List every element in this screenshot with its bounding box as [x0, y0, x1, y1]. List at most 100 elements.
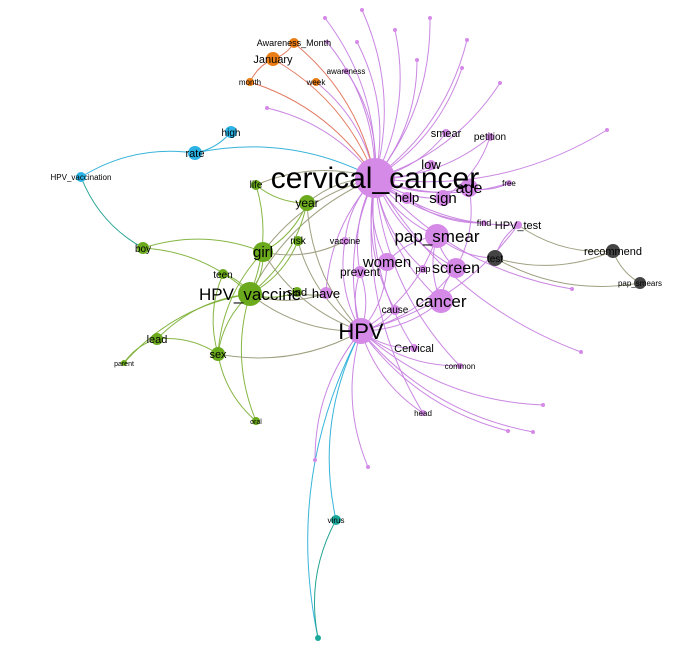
- node-label-pap: pap: [415, 264, 430, 274]
- node-t2[interactable]: [360, 8, 364, 12]
- node-find[interactable]: [481, 220, 487, 226]
- edge-HPV_vaccine-life: [249, 184, 264, 295]
- node-t11[interactable]: [265, 106, 269, 110]
- node-t1[interactable]: [323, 16, 327, 20]
- node-parent[interactable]: [121, 360, 127, 366]
- node-lead[interactable]: [151, 333, 163, 345]
- node-t16[interactable]: [506, 429, 510, 433]
- node-t7[interactable]: [498, 81, 502, 85]
- node-screen[interactable]: [446, 258, 466, 278]
- node-have[interactable]: [320, 287, 332, 299]
- node-label-vaccine: vaccine: [330, 236, 361, 246]
- edge-girl-sex: [217, 251, 264, 355]
- node-t3[interactable]: [393, 28, 397, 32]
- node-head[interactable]: [420, 410, 426, 416]
- node-cancer[interactable]: [429, 289, 453, 313]
- node-life[interactable]: [251, 180, 261, 190]
- node-smear[interactable]: [442, 129, 450, 137]
- edge-girl-HPV: [262, 251, 362, 332]
- node-teen[interactable]: [218, 269, 228, 279]
- node-label-boy: boy: [135, 244, 151, 255]
- edge-cervical_cancer-HPV_vaccine: [249, 177, 376, 295]
- node-boy[interactable]: [137, 242, 149, 254]
- node-test[interactable]: [487, 250, 503, 266]
- node-t15[interactable]: [541, 403, 545, 407]
- node-t6[interactable]: [460, 66, 464, 70]
- node-January[interactable]: [266, 52, 280, 66]
- edge-cervical_cancer-t13: [374, 177, 582, 353]
- node-t10[interactable]: [415, 58, 419, 62]
- node-t19[interactable]: [531, 430, 535, 434]
- edge-cervical_cancer-t12: [374, 129, 608, 183]
- node-prevent[interactable]: [354, 266, 366, 278]
- edge-HPV_vaccine-boy: [142, 247, 251, 295]
- node-HPV_vaccination[interactable]: [76, 172, 86, 182]
- node-pap_smear[interactable]: [425, 224, 449, 248]
- node-t4[interactable]: [428, 16, 432, 20]
- node-t20[interactable]: [315, 635, 321, 641]
- node-help[interactable]: [401, 192, 413, 204]
- edge-HPV_vaccine-oral: [240, 293, 257, 422]
- node-label-HPV: HPV: [338, 319, 384, 344]
- edge-cervical_cancer-head: [370, 177, 424, 414]
- edge-virus-t20: [314, 519, 337, 639]
- node-pap[interactable]: [419, 265, 427, 273]
- node-high[interactable]: [225, 126, 237, 138]
- node-label-age: age: [456, 180, 483, 197]
- node-oral[interactable]: [252, 417, 260, 425]
- node-layer: [76, 8, 646, 641]
- node-year[interactable]: [299, 195, 315, 211]
- node-sign[interactable]: [435, 190, 451, 206]
- node-HPV_test[interactable]: [514, 221, 522, 229]
- node-petition[interactable]: [486, 133, 494, 141]
- node-cause[interactable]: [390, 305, 400, 315]
- node-label-find: find: [477, 218, 492, 228]
- node-sind[interactable]: [292, 287, 302, 297]
- edge-rate-HPV_vaccination: [80, 150, 196, 178]
- node-t8[interactable]: [325, 40, 329, 44]
- node-risk[interactable]: [293, 236, 303, 246]
- node-label-week: week: [306, 78, 327, 87]
- node-label-HPV_vaccination: HPV_vaccination: [51, 173, 112, 182]
- node-HPV_vaccine[interactable]: [238, 282, 262, 306]
- node-t5[interactable]: [465, 38, 469, 42]
- node-common[interactable]: [457, 363, 463, 369]
- node-t17[interactable]: [313, 458, 317, 462]
- node-label-lead: lead: [147, 334, 168, 346]
- edge-HPV-t15: [360, 330, 544, 406]
- node-t9[interactable]: [355, 40, 359, 44]
- node-rate[interactable]: [188, 146, 202, 160]
- node-awareness[interactable]: [343, 68, 349, 74]
- edge-sex-HPV: [217, 330, 362, 359]
- node-month[interactable]: [246, 78, 254, 86]
- node-label-HPV_test: HPV_test: [495, 220, 541, 232]
- node-free[interactable]: [506, 180, 512, 186]
- node-pap_smears[interactable]: [634, 277, 646, 289]
- node-HPV[interactable]: [348, 318, 374, 344]
- node-label-screen: screen: [432, 260, 480, 277]
- node-t18[interactable]: [366, 465, 370, 469]
- node-t13[interactable]: [579, 350, 583, 354]
- node-cervical_cancer[interactable]: [355, 158, 395, 198]
- node-label-have: have: [312, 286, 340, 301]
- node-low[interactable]: [426, 160, 436, 170]
- node-women[interactable]: [378, 253, 396, 271]
- node-label-pap_smear: pap_smear: [394, 227, 479, 246]
- node-vaccine[interactable]: [341, 237, 349, 245]
- node-label-parent: parent: [114, 361, 134, 368]
- node-recommend[interactable]: [606, 244, 620, 258]
- node-age[interactable]: [460, 179, 478, 197]
- node-sex[interactable]: [211, 347, 225, 361]
- node-week[interactable]: [312, 78, 320, 86]
- node-label-January: January: [253, 54, 293, 66]
- node-Awareness_Month[interactable]: [289, 38, 299, 48]
- node-t14[interactable]: [570, 287, 574, 291]
- node-virus[interactable]: [331, 515, 341, 525]
- node-t12[interactable]: [605, 128, 609, 132]
- node-Cervical[interactable]: [410, 344, 418, 352]
- edge-HPV-t19: [360, 330, 534, 433]
- edge-cervical_cancer-Awareness_Month: [293, 42, 376, 179]
- node-girl[interactable]: [253, 242, 273, 262]
- node-label-help: help: [395, 190, 420, 205]
- node-label-sex: sex: [209, 349, 227, 361]
